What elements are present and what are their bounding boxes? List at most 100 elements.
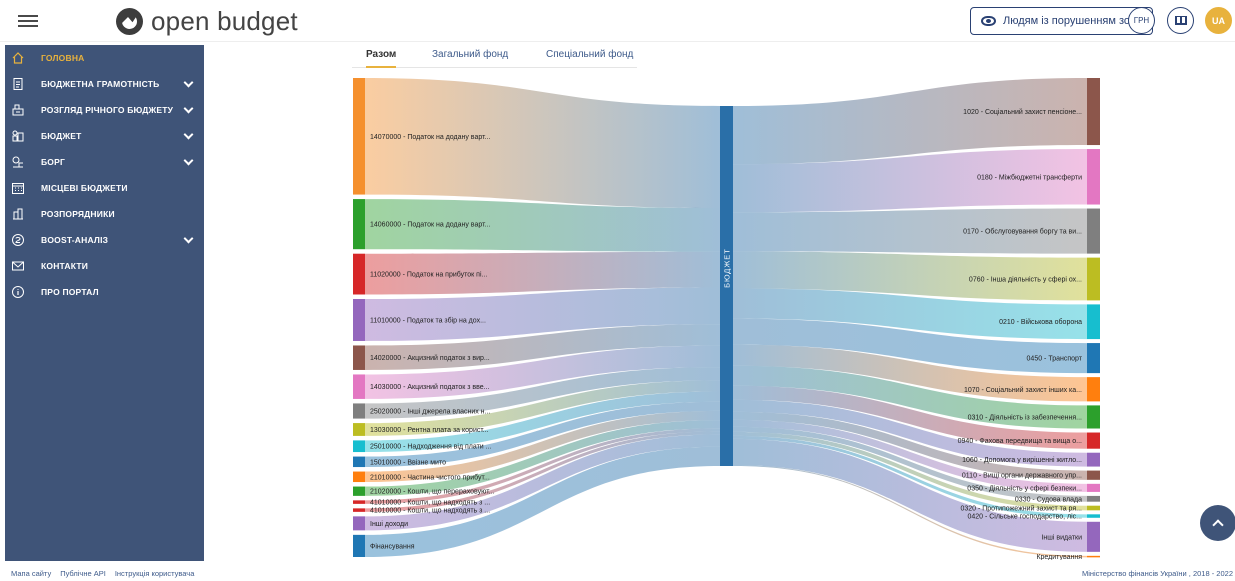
sankey-link-target-4 <box>733 251 1087 301</box>
instruction-button[interactable] <box>1167 7 1194 34</box>
sankey-label-target: 0350 - Діяльність у сфері безпеки... <box>967 484 1082 492</box>
sankey-link-target-13 <box>733 426 1087 502</box>
sankey-node-target <box>1087 149 1100 205</box>
footer-link-instructions[interactable]: Інструкція користувача <box>114 569 195 578</box>
sankey-node-target <box>1087 505 1100 511</box>
sankey-link-source-12 <box>365 420 720 496</box>
language-button[interactable]: UA <box>1205 7 1232 34</box>
copyright: Міністерство фінансів України , 2018 - 2… <box>1081 569 1233 578</box>
sankey-node-source <box>353 516 365 531</box>
sankey-link-source-8 <box>365 380 720 436</box>
sankey-label-target: 0210 - Військова оборона <box>999 318 1082 326</box>
sankey-label-target: 1070 - Соціальний захист інших ка... <box>964 386 1082 394</box>
chevron-down-icon[interactable] <box>183 77 194 88</box>
sankey-node-source <box>353 456 365 468</box>
tab-general-fund[interactable]: Загальний фонд <box>432 49 509 60</box>
sidebar-item-label: БОРГ <box>41 157 66 167</box>
tab-total[interactable]: Разом <box>366 49 397 68</box>
sankey-label-source: 14020000 - Акцизний податок з вир... <box>370 354 490 362</box>
building-icon <box>11 207 25 221</box>
sankey-link-source-4 <box>365 287 720 341</box>
sankey-label-source: 14030000 - Акцизний податок з вве... <box>370 383 490 391</box>
sidebar-item-1[interactable]: ГОЛОВНА <box>5 45 204 71</box>
sidebar-item-label: БЮДЖЕТНА ГРАМОТНІСТЬ <box>41 79 160 89</box>
fund-tabs: Разом Загальний фонд Спеціальний фонд <box>352 46 637 68</box>
chevron-down-icon[interactable] <box>183 233 194 244</box>
sidebar-item-2[interactable]: БЮДЖЕТНА ГРАМОТНІСТЬ <box>5 71 204 97</box>
footer-link-sitemap[interactable]: Мапа сайту <box>11 569 52 578</box>
budget-icon <box>11 129 25 143</box>
sankey-link-target-15 <box>733 435 1087 518</box>
sankey-link-target-3 <box>733 208 1087 254</box>
sankey-node-source <box>353 486 365 496</box>
sankey-link-source-3 <box>365 251 720 295</box>
chevron-down-icon[interactable] <box>183 155 194 166</box>
review-icon <box>11 103 25 117</box>
sankey-node-source <box>353 534 365 557</box>
sankey-label-target: 0940 - Фахова передвища та вища о... <box>958 438 1082 445</box>
sankey-node-target <box>1087 405 1100 429</box>
sidebar-item-label: BOOST-АНАЛІЗ <box>41 235 109 245</box>
sankey-label-source: Інші доходи <box>370 520 408 528</box>
sankey-label-source: 41010000 - Кошти, що надходять з ... <box>370 500 490 507</box>
calendar-icon <box>11 181 25 195</box>
sankey-node-target <box>1087 470 1100 480</box>
sankey-label-target: 0180 - Міжбюджетні трансферти <box>977 173 1082 181</box>
sidebar-item-label: ГОЛОВНА <box>41 53 85 63</box>
sankey-link-target-14 <box>733 431 1087 511</box>
sidebar: ГОЛОВНА БЮДЖЕТНА ГРАМОТНІСТЬ РОЗГЛЯД РІЧНО… <box>5 45 204 561</box>
tab-special-fund[interactable]: Спеціальний фонд <box>546 49 634 60</box>
currency-button[interactable]: ГРН <box>1128 7 1155 34</box>
sidebar-item-4[interactable]: БЮДЖЕТ <box>5 123 204 149</box>
chevron-down-icon[interactable] <box>183 103 194 114</box>
sankey-label-target: 1060 - Допомога у вирішенні житло... <box>962 456 1082 464</box>
sankey-label-target: 0110 - Вищі органи державного упр... <box>962 472 1082 480</box>
sankey-node-target <box>1087 514 1100 518</box>
sankey-link-source-14 <box>365 431 720 512</box>
sankey-link-target-6 <box>733 318 1087 374</box>
sidebar-item-3[interactable]: РОЗГЛЯД РІЧНОГО БЮДЖЕТУ <box>5 97 204 123</box>
sankey-node-target <box>1087 495 1100 502</box>
sidebar-item-6[interactable]: МІСЦЕВІ БЮДЖЕТИ <box>5 175 204 201</box>
sidebar-item-10[interactable]: ПРО ПОРТАЛ <box>5 279 204 305</box>
sankey-link-source-13 <box>365 428 720 504</box>
book-icon <box>1174 16 1187 25</box>
sankey-label-source: 11020000 - Податок на прибуток пі... <box>370 271 487 279</box>
sankey-node-source <box>353 471 365 483</box>
sankey-node-target <box>1087 343 1100 374</box>
sankey-label-budget: БЮДЖЕТ <box>723 248 732 288</box>
sankey-link-source-5 <box>365 324 720 370</box>
sankey-label-source: 14070000 - Податок на додану варт... <box>370 134 490 141</box>
sankey-label-target: 0330 - Судова влада <box>1015 496 1082 503</box>
accessibility-label: Людям із порушенням зору <box>1003 15 1142 27</box>
document-icon <box>11 77 25 91</box>
menu-icon[interactable] <box>18 12 38 30</box>
sankey-node-target <box>1087 208 1100 254</box>
sankey-node-source <box>353 423 365 436</box>
eye-icon <box>981 16 996 26</box>
sankey-link-target-12 <box>733 419 1087 492</box>
sidebar-item-5[interactable]: БОРГ <box>5 149 204 175</box>
sankey-node-source <box>353 253 365 295</box>
sidebar-item-7[interactable]: РОЗПОРЯДНИКИ <box>5 201 204 227</box>
sidebar-item-label: РОЗПОРЯДНИКИ <box>41 209 115 219</box>
sankey-label-source: 21020000 - Кошти, що перераховуют... <box>370 489 495 496</box>
home-icon <box>11 51 25 65</box>
sankey-node-target <box>1087 483 1100 492</box>
sankey-label-source: 41010000 - Кошти, що надходять з ... <box>370 508 490 515</box>
sidebar-item-label: РОЗГЛЯД РІЧНОГО БЮДЖЕТУ <box>41 105 174 115</box>
sankey-node-target <box>1087 521 1100 552</box>
mail-icon <box>11 259 25 273</box>
sidebar-item-9[interactable]: КОНТАКТИ <box>5 253 204 279</box>
logo[interactable]: open budget <box>116 6 298 37</box>
sankey-label-target: 0170 - Обслуговування боргу та ви... <box>963 228 1082 236</box>
chevron-up-icon <box>1212 519 1224 531</box>
currency-label: ГРН <box>1133 16 1150 25</box>
top-bar: open budget Людям із порушенням зору ГРН… <box>0 0 1235 42</box>
accessibility-button[interactable]: Людям із порушенням зору <box>970 7 1153 35</box>
sankey-node-source <box>353 345 365 370</box>
footer-link-api[interactable]: Публічне API <box>60 569 106 578</box>
chevron-down-icon[interactable] <box>183 129 194 140</box>
sidebar-item-8[interactable]: BOOST-АНАЛІЗ <box>5 227 204 253</box>
scroll-top-button[interactable] <box>1200 505 1235 541</box>
